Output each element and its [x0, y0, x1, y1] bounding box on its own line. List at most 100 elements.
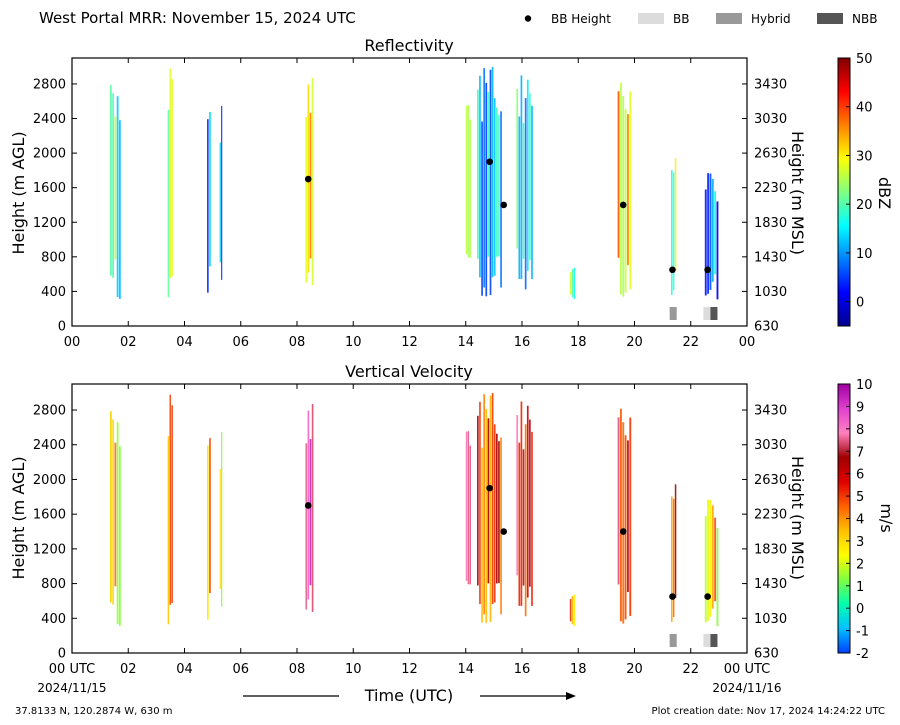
reflectivity-plot-frame [71, 57, 748, 327]
legend-nbb-swatch [817, 13, 843, 24]
reflectivity-precip-band [465, 104, 471, 258]
vertical-velocity-ytick-label: 2000 [33, 473, 66, 488]
vertical-velocity-precip-band [704, 499, 719, 627]
reflectivity-precip-band [671, 158, 677, 295]
reflectivity-colorbar-tick-label: 40 [856, 101, 873, 116]
vertical-velocity-xtick-label: 22 [682, 662, 699, 677]
vertical-velocity-marks [109, 392, 719, 647]
vertical-velocity-xtick-label: 06 [232, 662, 249, 677]
reflectivity-colorbar-tick-label: 30 [856, 149, 873, 164]
reflectivity-xtick-label: 12 [401, 335, 418, 350]
vertical-velocity-xtick-label: 02 [120, 662, 137, 677]
reflectivity-precip-band [167, 68, 173, 298]
vertical-velocity-xtick-label: 12 [401, 662, 418, 677]
vertical-velocity-plot-frame [71, 383, 748, 654]
reflectivity-ytick2-label: 630 [754, 320, 779, 335]
vertical-velocity-precip-band [219, 432, 223, 607]
vertical-velocity-precip-band [516, 401, 533, 617]
vertical-velocity-bb-height-point [619, 528, 627, 535]
reflectivity-ytick-label: 0 [58, 320, 66, 335]
vertical-velocity-colorbar-tick-label: 0 [856, 602, 864, 617]
reflectivity-ytick-label: 1600 [33, 181, 66, 196]
reflectivity-ylabel2: Height (m MSL) [788, 131, 807, 255]
legend-nbb-label: NBB [852, 12, 877, 26]
vertical-velocity-bb-height-point [486, 484, 493, 492]
vertical-velocity-ytick-label: 1200 [33, 542, 66, 557]
vertical-velocity-precip-band [477, 392, 502, 624]
legend-hybrid-label: Hybrid [751, 12, 791, 26]
vertical-velocity-ytick2-label: 3030 [754, 438, 787, 453]
vertical-velocity-ytick-label: 400 [41, 612, 66, 627]
legend-bb-height-label: BB Height [551, 12, 611, 26]
reflectivity-ytick-label: 2800 [33, 77, 66, 92]
vertical-velocity-xtick-label: 00 UTC [49, 662, 95, 677]
end-date-label: 2024/11/16 [712, 681, 781, 695]
vertical-velocity-precip-band [671, 484, 677, 622]
vertical-velocity-colorbar-tick-label: -1 [856, 625, 869, 640]
creation-date-text: Plot creation date: Nov 17, 2024 14:24:2… [652, 706, 885, 717]
reflectivity-ytick-label: 2400 [33, 112, 66, 127]
reflectivity-colorbar-tick-label: 10 [856, 247, 873, 262]
reflectivity-ytick2-label: 3430 [754, 77, 787, 92]
reflectivity-xtick-label: 10 [345, 335, 362, 350]
vertical-velocity-bb-type-mark [710, 634, 718, 647]
reflectivity-xtick-label: 20 [626, 335, 643, 350]
time-arrow-head [566, 692, 576, 700]
reflectivity-xtick-label: 14 [457, 335, 474, 350]
vertical-velocity-xtick-label: 04 [176, 662, 193, 677]
reflectivity-precip-band [207, 111, 211, 293]
reflectivity-bb-height-point [669, 266, 676, 274]
reflectivity-precip-band [569, 267, 576, 300]
reflectivity-ylabel: Height (m AGL) [9, 131, 28, 254]
reflectivity-precip-band [219, 105, 223, 280]
reflectivity-xtick-label: 16 [514, 335, 531, 350]
legend-bb-swatch [638, 13, 664, 24]
reflectivity-precip-band [109, 85, 121, 299]
vertical-velocity-colorbar-tick-label: -2 [856, 647, 869, 662]
reflectivity-ytick-label: 2000 [33, 147, 66, 162]
reflectivity-bb-height-point [500, 201, 508, 209]
vertical-velocity-precip-band [167, 394, 173, 625]
vertical-velocity-colorbar-tick-label: 4 [856, 513, 864, 528]
start-date-label: 2024/11/15 [37, 681, 106, 695]
reflectivity-xtick-label: 00 [739, 335, 756, 350]
reflectivity-xtick-label: 02 [120, 335, 137, 350]
reflectivity-colorbar-tick-label: 20 [856, 198, 873, 213]
reflectivity-title: Reflectivity [364, 36, 453, 55]
vertical-velocity-colorbar-tick-label: 7 [856, 445, 864, 460]
vertical-velocity-ytick2-label: 1830 [754, 542, 787, 557]
vertical-velocity-xtick-label: 10 [345, 662, 362, 677]
vertical-velocity-ytick-label: 2800 [33, 404, 66, 419]
reflectivity-bb-type-mark [703, 307, 711, 320]
reflectivity-ytick2-label: 1830 [754, 216, 787, 231]
vertical-velocity-bb-height-point [304, 502, 312, 509]
reflectivity-colorbar-label: dBZ [875, 177, 894, 209]
vertical-velocity-xtick-label: 14 [457, 662, 474, 677]
vertical-velocity-colorbar-label: m/s [877, 503, 896, 532]
vertical-velocity-precip-band [207, 438, 211, 620]
reflectivity-xtick-label: 06 [232, 335, 249, 350]
time-axis-label: Time (UTC) [364, 686, 453, 705]
vertical-velocity-ytick2-label: 2630 [754, 473, 787, 488]
reflectivity-ytick2-label: 1430 [754, 250, 787, 265]
vertical-velocity-bb-height-point [500, 528, 508, 535]
vertical-velocity-bb-height-point [704, 593, 711, 600]
vertical-velocity-ytick2-label: 2230 [754, 508, 787, 523]
reflectivity-colorbar-tick-label: 0 [856, 296, 864, 311]
vertical-velocity-ytick-label: 0 [58, 647, 66, 662]
reflectivity-colorbar: dBZ 0 10 20 30 40 50 [837, 52, 894, 327]
reflectivity-ytick-label: 400 [41, 285, 66, 300]
legend-bb-height-marker [524, 15, 532, 22]
figure-title: West Portal MRR: November 15, 2024 UTC [39, 9, 356, 27]
vertical-velocity-xtick-label: 00 UTC [724, 662, 770, 677]
reflectivity-xtick-label: 00 [64, 335, 81, 350]
vertical-velocity-ytick-label: 1600 [33, 508, 66, 523]
reflectivity-xtick-label: 08 [289, 335, 306, 350]
reflectivity-ytick2-label: 2630 [754, 147, 787, 162]
reflectivity-bb-height-point [304, 175, 312, 183]
reflectivity-colorbar-gradient [837, 57, 851, 327]
reflectivity-bb-height-point [704, 266, 711, 274]
reflectivity-ytick2-label: 2230 [754, 181, 787, 196]
